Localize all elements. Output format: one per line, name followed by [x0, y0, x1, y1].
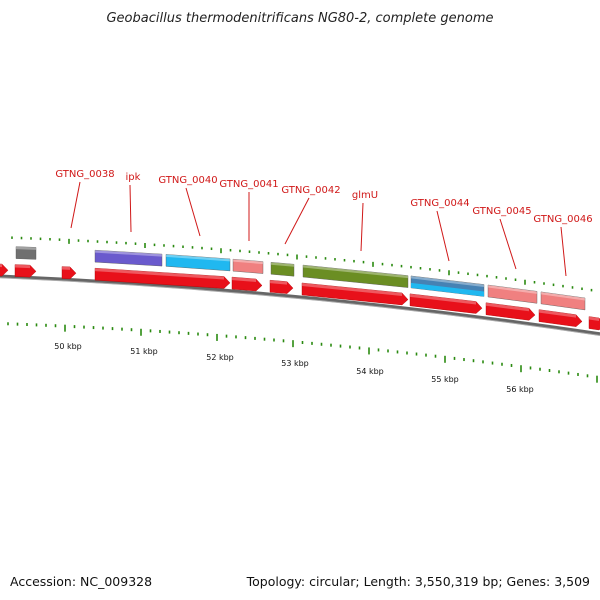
kbp-label: 53 kbp: [281, 359, 309, 368]
category-feature: [270, 262, 295, 277]
cds-arrow: [588, 316, 600, 331]
gene-label-gtng-0041: GTNG_0041: [219, 179, 278, 190]
kbp-labels: 50 kbp 51 kbp 52 kbp 53 kbp 54 kbp 55 kbp 56 k…: [54, 342, 534, 394]
gene-label-gtng-0045: GTNG_0045: [472, 206, 531, 217]
category-feature: [540, 291, 586, 311]
category-feature: [94, 249, 163, 267]
cds-arrow: [301, 282, 409, 306]
leader-line-glmu: [360, 202, 364, 252]
leader-line-gtng-0038: [70, 181, 81, 229]
cds-arrow: [94, 267, 231, 289]
category-feature-track: [15, 246, 586, 311]
category-feature: [165, 254, 231, 272]
gene-label-glmu: glmU: [352, 190, 378, 201]
kbp-label: 52 kbp: [206, 353, 234, 362]
cds-arrow: [61, 266, 77, 280]
backbone-line: [0, 274, 600, 336]
map-title: Geobacillus thermodenitrificans NG80-2, …: [106, 11, 494, 26]
gene-label-gtng-0046: GTNG_0046: [533, 214, 592, 225]
cds-arrow: [231, 276, 263, 292]
lower-tick-track: [7, 322, 598, 383]
gene-label-gtng-0042: GTNG_0042: [281, 185, 340, 196]
cds-arrow: [14, 264, 37, 278]
leader-line-gtng-0045: [499, 218, 517, 270]
kbp-label: 55 kbp: [431, 375, 459, 384]
category-feature: [232, 258, 264, 274]
gene-label-gtng-0044: GTNG_0044: [410, 198, 469, 209]
leader-line-gtng-0042: [284, 197, 310, 245]
cds-feature-track: [0, 263, 600, 331]
cds-arrow: [409, 293, 483, 314]
kbp-label: 51 kbp: [130, 347, 158, 356]
leader-line-gtng-0040: [185, 187, 201, 237]
kbp-label: 56 kbp: [506, 385, 534, 394]
upper-tick-track: [11, 236, 593, 292]
kbp-label: 50 kbp: [54, 342, 82, 351]
cds-arrow: [538, 309, 583, 327]
gene-label-gtng-0038: GTNG_0038: [55, 169, 114, 180]
gene-label-gtng-0040: GTNG_0040: [158, 175, 217, 186]
cds-arrow: [485, 302, 536, 321]
gene-label-ipk: ipk: [126, 172, 141, 183]
cds-arrow: [0, 263, 9, 277]
leader-line-gtng-0044: [436, 210, 450, 262]
leader-line-gtng-0046: [560, 226, 567, 277]
accession-text: Accession: NC_009328: [10, 574, 153, 589]
category-feature: [302, 264, 409, 288]
leader-line-ipk: [129, 184, 132, 233]
cds-arrow: [269, 279, 294, 294]
category-feature: [15, 246, 37, 260]
label-leader-lines: [70, 181, 567, 277]
kbp-label: 54 kbp: [356, 367, 384, 376]
category-feature-lower: [411, 282, 484, 297]
category-feature: [487, 284, 538, 304]
genome-summary-text: Topology: circular; Length: 3,550,319 bp…: [246, 574, 590, 589]
